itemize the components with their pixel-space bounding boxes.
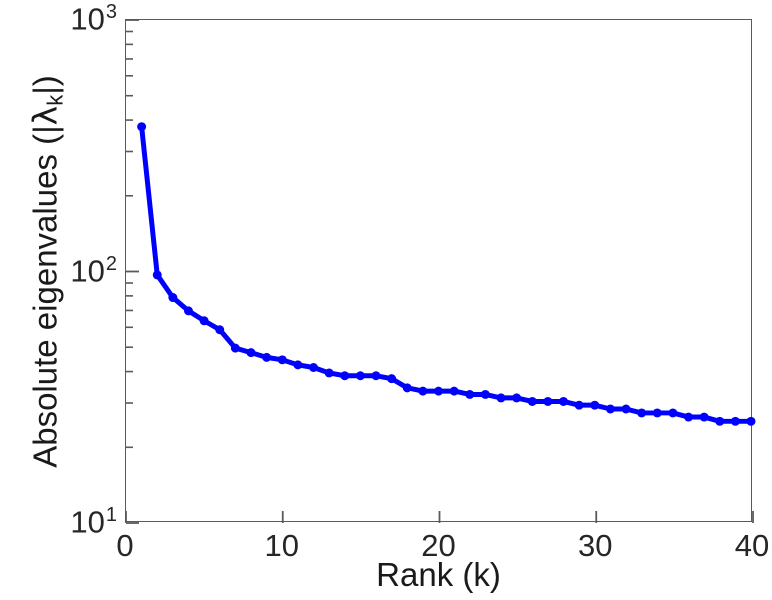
data-point bbox=[668, 408, 678, 418]
data-point bbox=[387, 374, 397, 384]
data-point bbox=[684, 412, 693, 422]
data-point bbox=[480, 389, 490, 399]
data-point bbox=[605, 404, 615, 414]
x-tick-label: 30 bbox=[578, 528, 613, 563]
data-point bbox=[277, 355, 287, 365]
data-point bbox=[137, 122, 147, 132]
data-series-svg bbox=[137, 122, 756, 426]
y-tick-mantissa: 10 bbox=[70, 1, 105, 37]
data-point bbox=[730, 416, 740, 426]
data-point bbox=[184, 306, 193, 316]
y-axis-title-suffix: |) bbox=[26, 75, 64, 95]
x-tick-marks bbox=[125, 511, 754, 523]
y-axis-title-subscript: k bbox=[42, 94, 68, 106]
data-point bbox=[449, 386, 459, 396]
x-axis-title: Rank (k) bbox=[376, 556, 501, 593]
data-point bbox=[637, 408, 647, 418]
y-tick-mantissa: 10 bbox=[70, 252, 105, 288]
data-point bbox=[699, 412, 709, 422]
data-point bbox=[309, 363, 318, 372]
axis-ticks-svg bbox=[125, 19, 754, 524]
x-tick-label: 0 bbox=[116, 528, 134, 563]
data-point bbox=[527, 396, 537, 406]
data-point bbox=[574, 400, 584, 410]
data-point bbox=[340, 371, 350, 381]
data-point bbox=[355, 371, 365, 381]
y-tick-mantissa: 10 bbox=[70, 504, 105, 540]
data-point bbox=[215, 325, 225, 335]
data-point bbox=[590, 400, 600, 410]
data-point bbox=[168, 293, 178, 303]
data-point bbox=[621, 404, 631, 414]
data-point bbox=[402, 383, 412, 393]
data-point bbox=[715, 416, 725, 426]
data-point bbox=[262, 352, 272, 362]
series-line bbox=[139, 124, 754, 424]
plot-area bbox=[125, 19, 756, 524]
data-point bbox=[652, 408, 662, 418]
data-point bbox=[199, 316, 209, 326]
y-tick-marks bbox=[126, 19, 139, 524]
data-point bbox=[293, 360, 303, 370]
x-tick-label: 10 bbox=[264, 528, 299, 563]
data-point bbox=[496, 393, 506, 403]
data-point bbox=[559, 396, 568, 406]
data-point bbox=[465, 389, 475, 399]
data-point bbox=[434, 386, 443, 396]
data-point bbox=[371, 371, 381, 381]
x-tick-label: 40 bbox=[734, 528, 770, 563]
y-tick-exponent: 2 bbox=[105, 252, 117, 275]
y-axis-title-symbol: λ bbox=[25, 105, 65, 126]
y-axis-title: Absolute eigenvalues (|λk|) bbox=[25, 12, 68, 532]
data-point bbox=[512, 393, 522, 403]
data-point bbox=[246, 348, 256, 358]
y-tick-exponent: 3 bbox=[105, 1, 117, 23]
data-point bbox=[230, 343, 240, 353]
y-axis-title-prefix: Absolute eigenvalues (| bbox=[26, 125, 64, 468]
data-point bbox=[418, 386, 428, 396]
y-tick-exponent: 1 bbox=[105, 504, 117, 526]
data-point bbox=[152, 270, 162, 280]
series-markers bbox=[137, 122, 756, 426]
data-point bbox=[324, 368, 334, 378]
data-point bbox=[543, 396, 553, 406]
data-point bbox=[746, 416, 756, 426]
